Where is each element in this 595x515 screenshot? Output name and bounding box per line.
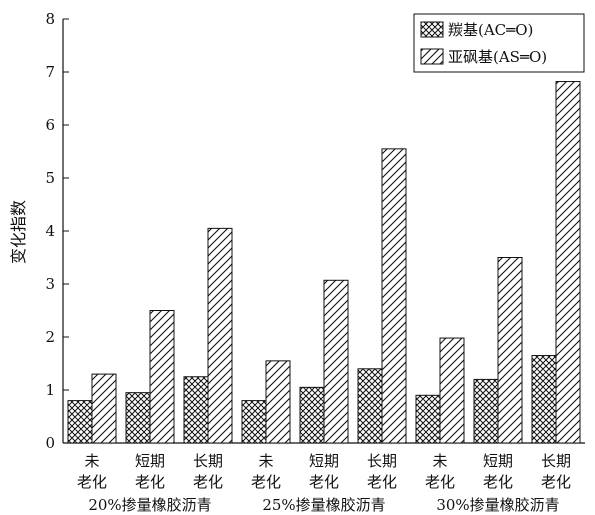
bar-series-1-cat-7 bbox=[415, 394, 441, 444]
group-label: 25%掺量橡胶沥青 bbox=[262, 496, 385, 514]
bar-series-2-cat-3 bbox=[207, 227, 233, 444]
y-tick-label: 4 bbox=[45, 222, 55, 240]
y-axis-label: 变化指数 bbox=[9, 200, 28, 264]
category-label-line2: 老化 bbox=[367, 473, 397, 491]
bar-series-1-cat-4 bbox=[241, 400, 267, 444]
legend-swatch-carbonyl bbox=[420, 21, 444, 38]
y-tick-label: 2 bbox=[45, 328, 55, 346]
bar-series-2-cat-6 bbox=[381, 148, 407, 444]
category-label-line2: 老化 bbox=[77, 473, 107, 491]
y-tick-label: 5 bbox=[45, 169, 55, 187]
category-label-line1: 未 bbox=[84, 452, 99, 470]
category-label-line2: 老化 bbox=[541, 473, 571, 491]
bar-series-2-cat-7 bbox=[439, 337, 465, 444]
category-label-line2: 老化 bbox=[425, 473, 455, 491]
category-label-line1: 短期 bbox=[309, 452, 339, 470]
bars bbox=[67, 81, 581, 444]
category-label-line2: 老化 bbox=[135, 473, 165, 491]
y-tick-label: 7 bbox=[45, 63, 55, 81]
category-label-line1: 短期 bbox=[135, 452, 165, 470]
category-label-line1: 长期 bbox=[541, 452, 571, 470]
bar-series-2-cat-8 bbox=[497, 257, 523, 444]
category-label-line1: 未 bbox=[258, 452, 273, 470]
category-label-line2: 老化 bbox=[251, 473, 281, 491]
legend-swatch-sulfoxide bbox=[420, 48, 444, 65]
category-label-line1: 未 bbox=[432, 452, 447, 470]
category-label-line1: 短期 bbox=[483, 452, 513, 470]
bar-series-2-cat-9 bbox=[555, 81, 581, 444]
bar-series-2-cat-5 bbox=[323, 279, 349, 444]
legend-label-carbonyl: 羰基(AC═O) bbox=[448, 21, 533, 39]
legend: 羰基(AC═O) 亚砜基(AS═O) bbox=[413, 13, 585, 73]
bar-series-1-cat-2 bbox=[125, 392, 151, 444]
bar-series-2-cat-1 bbox=[91, 373, 117, 444]
bar-series-2-cat-2 bbox=[149, 310, 175, 444]
bar-series-1-cat-3 bbox=[183, 376, 209, 444]
group-label: 30%掺量橡胶沥青 bbox=[436, 496, 559, 514]
category-label-line2: 老化 bbox=[309, 473, 339, 491]
bar-series-1-cat-6 bbox=[357, 368, 383, 444]
category-label-line2: 老化 bbox=[193, 473, 223, 491]
bar-series-1-cat-1 bbox=[67, 400, 93, 444]
y-tick-label: 8 bbox=[45, 10, 55, 28]
category-label-line1: 长期 bbox=[367, 452, 397, 470]
bar-series-1-cat-8 bbox=[473, 378, 499, 444]
legend-label-sulfoxide: 亚砜基(AS═O) bbox=[448, 48, 547, 66]
y-tick-label: 0 bbox=[45, 434, 55, 452]
bar-series-1-cat-5 bbox=[299, 386, 325, 444]
group-label: 20%掺量橡胶沥青 bbox=[88, 496, 211, 514]
y-tick-label: 1 bbox=[45, 381, 55, 399]
category-label-line1: 长期 bbox=[193, 452, 223, 470]
y-tick-label: 6 bbox=[45, 116, 55, 134]
category-label-line2: 老化 bbox=[483, 473, 513, 491]
bar-series-2-cat-4 bbox=[265, 360, 291, 444]
bar-series-1-cat-9 bbox=[531, 355, 557, 444]
y-tick-label: 3 bbox=[45, 275, 55, 293]
